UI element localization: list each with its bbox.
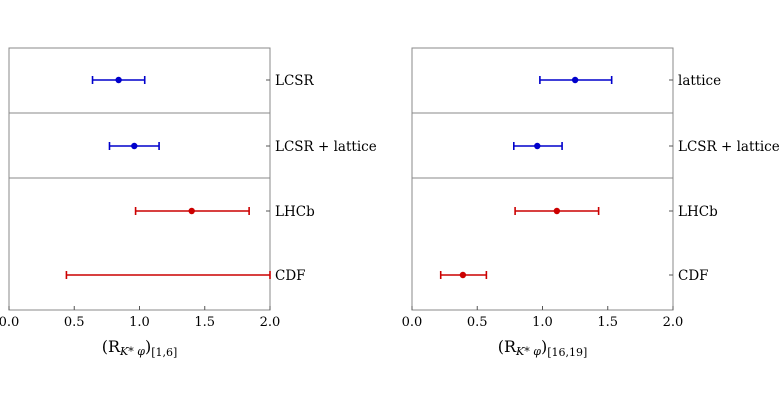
data-row-4: CDF (439, 268, 709, 284)
x-tick-label: 1.5 (194, 315, 215, 330)
row-label: LCSR (275, 73, 315, 89)
row-label: lattice (678, 73, 721, 89)
plot-frame (8, 47, 271, 311)
data-point (553, 207, 561, 215)
data-point (459, 271, 467, 279)
x-tick-label: 2.0 (663, 315, 684, 330)
data-row-3: LHCb (514, 204, 718, 220)
x-tick-label: 0.0 (402, 315, 423, 330)
data-point (571, 76, 579, 84)
x-tick-label: 0.5 (467, 315, 488, 330)
data-point (534, 142, 541, 150)
chart-panel-2: 0.0 0.5 1.0 1.5 2.0 (RK* φ)[16,19] lattice LCSR… (402, 47, 780, 359)
data-row-2: LCSR + lattice (512, 139, 780, 155)
x-tick-label: 0.0 (0, 315, 19, 330)
data-row-1: lattice (539, 73, 721, 89)
chart-panel-1: 0.0 0.5 1.0 1.5 2.0 (RK* φ)[1,6] LCSR LCSR + la… (0, 47, 377, 359)
x-axis-label: (RK* φ)[16,19] (498, 337, 588, 359)
x-tick-label: 0.5 (64, 315, 85, 330)
row-label: LHCb (678, 204, 718, 220)
row-label: LCSR + lattice (275, 139, 377, 155)
data-point (188, 207, 195, 215)
x-tick-label: 1.5 (597, 315, 618, 330)
row-label: LCSR + lattice (678, 139, 780, 155)
row-label: LHCb (275, 204, 315, 220)
x-tick-label: 1.0 (532, 315, 553, 330)
x-tick-label: 1.0 (129, 315, 150, 330)
x-tick-label: 2.0 (260, 315, 281, 330)
row-label: CDF (275, 268, 306, 284)
x-axis-label: (RK* φ)[1,6] (102, 337, 178, 359)
plot-frame (411, 47, 674, 311)
data-point (131, 142, 138, 150)
data-row-2: LCSR + lattice (108, 139, 377, 155)
row-label: CDF (678, 268, 709, 284)
data-row-4: CDF (65, 268, 306, 284)
data-row-1: LCSR (91, 73, 315, 89)
data-point (115, 76, 122, 84)
data-row-3: LHCb (134, 204, 315, 220)
